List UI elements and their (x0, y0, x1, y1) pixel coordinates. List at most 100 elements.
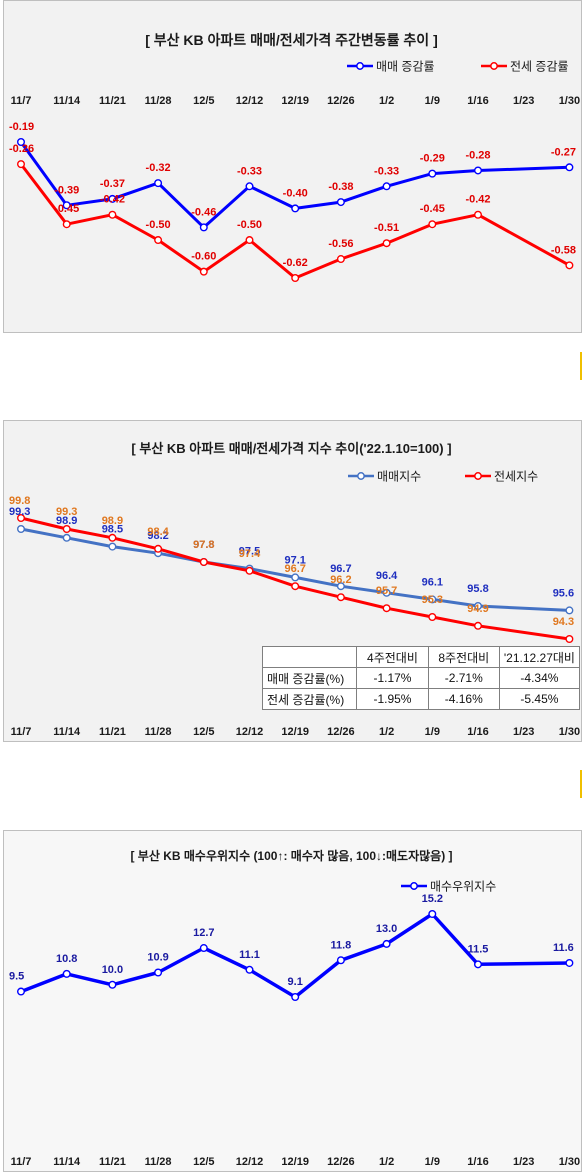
data-point (336, 582, 345, 591)
x-tick-label: 1/16 (467, 1156, 488, 1168)
data-point (16, 524, 25, 533)
data-point (382, 182, 391, 191)
series-line (19, 141, 570, 229)
x-tick-label: 1/9 (425, 726, 440, 738)
data-label: 10.9 (147, 952, 168, 964)
table-header-cell: 8주전대비 (427, 646, 500, 668)
data-point (565, 634, 574, 643)
x-tick-label: 11/28 (145, 95, 172, 107)
data-label: 95.6 (553, 587, 574, 599)
data-point (336, 255, 345, 264)
data-point (336, 593, 345, 602)
edge-marker (580, 770, 582, 798)
data-label: -0.33 (237, 165, 262, 177)
x-tick-label: 11/28 (145, 726, 172, 738)
data-label: -0.19 (9, 121, 34, 133)
data-label: -0.29 (420, 153, 445, 165)
data-point (62, 220, 71, 229)
data-label: 96.1 (422, 576, 443, 588)
data-label: -0.45 (54, 203, 79, 215)
x-tick-label: 1/16 (467, 726, 488, 738)
data-label: -0.42 (100, 194, 125, 206)
table-row: 전세 증감률(%) -1.95% -4.16% -5.45% (261, 688, 581, 710)
x-tick-label: 12/5 (193, 1156, 214, 1168)
data-label: 97.4 (239, 548, 261, 560)
chart-plot-area (3, 830, 582, 1172)
data-point (382, 939, 391, 948)
data-point (62, 969, 71, 978)
data-point (154, 179, 163, 188)
legend-marker (410, 882, 418, 890)
data-label: 98.9 (56, 515, 77, 527)
data-point (62, 524, 71, 533)
x-tick-label: 12/5 (193, 95, 214, 107)
data-point (565, 606, 574, 615)
data-point (565, 261, 574, 270)
x-tick-label: 12/12 (236, 726, 264, 738)
data-label: 13.0 (376, 923, 397, 935)
x-tick-label: 1/30 (559, 726, 580, 738)
table-row-header: 전세 증감률(%) (261, 688, 358, 710)
x-tick-label: 1/2 (379, 1156, 394, 1168)
data-point (428, 595, 437, 604)
data-label: -0.38 (328, 181, 353, 193)
data-point (108, 533, 117, 542)
data-point (245, 965, 254, 974)
x-tick-label: 12/19 (281, 1156, 309, 1168)
x-tick-label: 11/21 (99, 1156, 126, 1168)
data-point (382, 588, 391, 597)
data-point (199, 223, 208, 232)
data-point (291, 274, 300, 283)
table-cell: -4.34% (498, 667, 581, 689)
buyer-advantage-svg: 11/7 11/14 11/21 11/28 12/5 12/12 12/19 12/26 1/… (9, 880, 580, 1169)
buyer-advantage-chart: [ 부산 KB 매수우위지수 (100↑: 매수자 많음, 100↓:매도자많음… (3, 830, 582, 1176)
x-tick-label: 1/9 (425, 1156, 440, 1168)
index-chart: [ 부산 KB 아파트 매매/전세가격 지수 추이('22.1.10=100) … (3, 420, 582, 745)
x-tick-label: 1/16 (467, 95, 488, 107)
data-point (62, 201, 71, 210)
data-label: 94.3 (553, 616, 574, 628)
x-tick-label: 1/23 (513, 95, 534, 107)
data-label: 9.1 (288, 976, 303, 988)
edge-marker (580, 352, 582, 380)
data-label: 98.2 (147, 530, 168, 542)
x-tick-label: 11/14 (53, 1156, 81, 1168)
legend-label: 전세 증감률 (510, 60, 569, 74)
data-label: -0.39 (54, 184, 79, 196)
change-summary-table: 4주전대비 8주전대비 '21.12.27대비 매매 증감률(%) -1.17%… (261, 646, 581, 710)
data-point (108, 210, 117, 219)
data-point (245, 182, 254, 191)
data-point (108, 194, 117, 203)
table-cell: -1.17% (356, 667, 429, 689)
data-label: 11.5 (468, 943, 489, 955)
data-label: 11.1 (239, 949, 260, 961)
legend-label: 전세지수 (494, 470, 538, 484)
data-point (62, 533, 71, 542)
data-point (382, 604, 391, 613)
series-line (20, 912, 570, 999)
chart-title: [ 부산 KB 아파트 매매/전세가격 주간변동률 추이 ] (145, 32, 438, 48)
data-point (428, 909, 437, 918)
x-tick-label: 11/21 (99, 95, 126, 107)
index-svg: 11/7 11/14 11/21 11/28 12/5 12/12 12/19 12/26 1/… (9, 470, 580, 739)
data-label: 96.4 (376, 570, 398, 582)
data-point (199, 557, 208, 566)
x-tick-label: 11/7 (11, 95, 32, 107)
data-point (336, 198, 345, 207)
chart-title: [ 부산 KB 아파트 매매/전세가격 지수 추이('22.1.10=100) … (131, 441, 452, 456)
data-point (474, 960, 483, 969)
table-row: 매매 증감률(%) -1.17% -2.71% -4.34% (261, 667, 581, 689)
table-cell: -1.95% (356, 688, 429, 710)
data-point (108, 542, 117, 551)
data-label: -0.33 (374, 165, 399, 177)
data-label: 9.5 (9, 971, 24, 983)
x-tick-label: 11/21 (99, 726, 126, 738)
data-label: -0.50 (237, 219, 262, 231)
data-point (474, 601, 483, 610)
data-label: 98.4 (147, 526, 169, 538)
x-tick-label: 1/9 (425, 95, 440, 107)
data-point (565, 958, 574, 967)
legend-marker (356, 62, 364, 70)
data-point (154, 236, 163, 245)
data-point (16, 513, 25, 522)
